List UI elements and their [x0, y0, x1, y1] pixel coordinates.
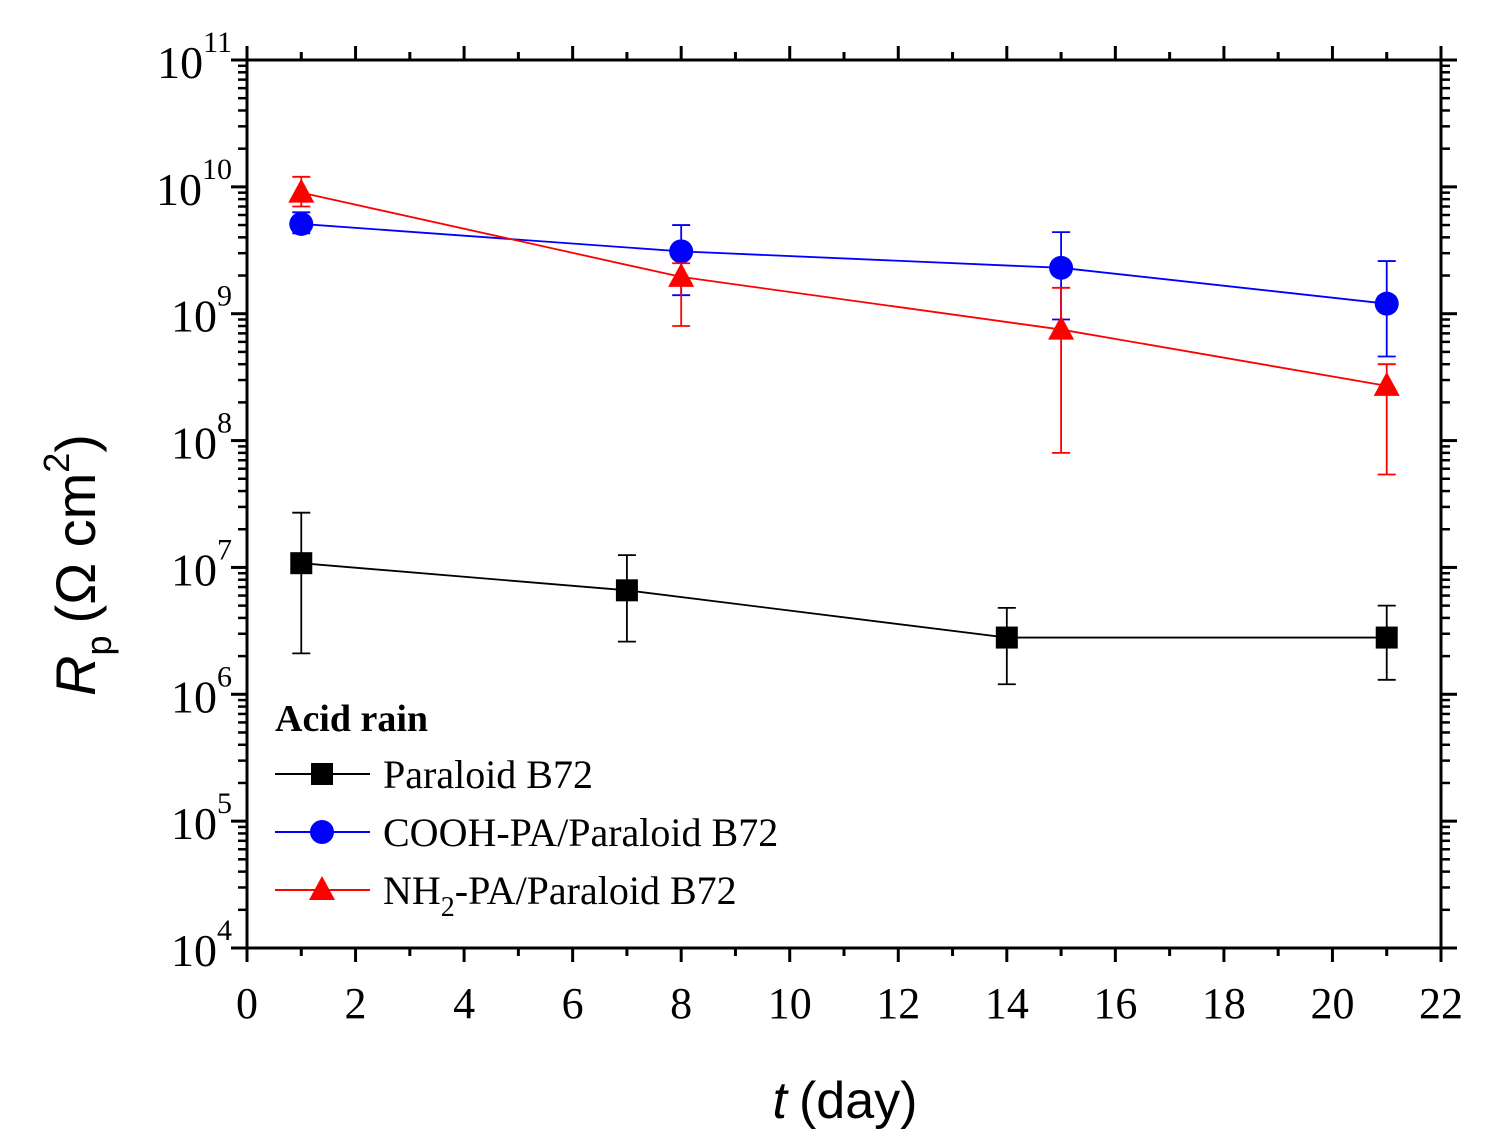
data-point — [1374, 291, 1399, 316]
data-point — [669, 239, 694, 264]
y-tick-base: 10 — [171, 291, 217, 342]
legend-entry: COOH-PA/Paraloid B72 — [275, 810, 778, 855]
data-point — [289, 211, 314, 236]
x-tick-label: 2 — [345, 979, 367, 1028]
legend-entry: NH2-PA/Paraloid B72 — [275, 868, 737, 923]
y-tick-label: 107 — [171, 533, 232, 595]
y-tick-base: 10 — [156, 164, 202, 215]
y-tick-exp: 8 — [217, 407, 232, 440]
series-1 — [290, 511, 1398, 686]
legend: Acid rain Paraloid B72 COOH-PA/Paraloid B… — [275, 698, 778, 923]
x-tick-label: 22 — [1419, 979, 1463, 1028]
y-tick-label: 1010 — [156, 153, 232, 215]
y-tick-base: 10 — [171, 925, 217, 976]
x-tick-label: 20 — [1310, 979, 1354, 1028]
y-tick-exp: 9 — [217, 280, 232, 313]
data-point — [995, 626, 1018, 649]
legend-label: COOH-PA/Paraloid B72 — [383, 810, 778, 855]
x-tick-label: 16 — [1093, 979, 1137, 1028]
x-axis-label: t (day) — [773, 1072, 918, 1130]
plot-frame — [245, 58, 1443, 950]
x-tick-label: 4 — [453, 979, 475, 1028]
legend-entries: Paraloid B72 COOH-PA/Paraloid B72 NH2-PA/P… — [275, 752, 778, 923]
series-line — [301, 191, 1387, 387]
y-axis-unit: (Ω cm — [44, 473, 107, 624]
data-point — [1375, 626, 1398, 649]
y-axis-var: R — [44, 655, 107, 695]
series-line — [301, 562, 1387, 639]
y-tick-label: 104 — [171, 914, 232, 976]
data-point — [1048, 315, 1075, 340]
legend-label-part: NH — [383, 868, 441, 913]
x-tick-label: 0 — [236, 979, 258, 1028]
series-2 — [289, 211, 1399, 358]
y-tick-base: 10 — [157, 37, 203, 88]
legend-label-sub: 2 — [441, 892, 455, 923]
legend-title: Acid rain — [275, 698, 428, 740]
y-tick-base: 10 — [171, 544, 217, 595]
x-tick-label: 18 — [1202, 979, 1246, 1028]
y-tick-exp: 5 — [217, 787, 232, 820]
x-tick-label: 6 — [562, 979, 584, 1028]
axis-text-layer: 0 2 4 6 8 10 12 14 16 18 20 22104105106107108109101… — [156, 26, 1463, 1028]
legend-label: NH2-PA/Paraloid B72 — [383, 868, 737, 923]
x-tick-label: 12 — [876, 979, 920, 1028]
legend-label-part: -PA/Paraloid B72 — [455, 868, 737, 913]
legend-marker — [309, 876, 335, 900]
legend-entry: Paraloid B72 — [275, 752, 593, 797]
x-axis-var: t — [773, 1072, 790, 1130]
legend-marker — [310, 820, 334, 844]
y-tick-exp: 4 — [217, 914, 232, 947]
y-tick-exp: 7 — [217, 533, 232, 566]
x-tick-label: 10 — [768, 979, 812, 1028]
y-tick-exp: 11 — [203, 26, 232, 59]
y-tick-base: 10 — [171, 671, 217, 722]
y-tick-base: 10 — [171, 798, 217, 849]
y-axis-label: Rp (Ω cm2) — [36, 434, 119, 696]
series-line — [301, 223, 1387, 305]
legend-label: Paraloid B72 — [383, 752, 593, 797]
x-tick-label: 8 — [670, 979, 692, 1028]
y-tick-label: 109 — [171, 280, 232, 342]
y-axis-sub: p — [78, 635, 119, 655]
y-tick-base: 10 — [171, 418, 217, 469]
data-point — [668, 262, 695, 287]
series-3 — [288, 175, 1400, 476]
y-tick-exp: 6 — [217, 660, 232, 693]
y-tick-exp: 10 — [202, 153, 232, 186]
x-axis-unit: (day) — [799, 1072, 917, 1130]
y-axis-sup: 2 — [36, 453, 77, 473]
data-point — [1049, 255, 1074, 280]
y-axis-unit-close: ) — [44, 434, 107, 453]
data-point — [1373, 371, 1400, 396]
x-tick-label: 14 — [985, 979, 1029, 1028]
series-layer — [288, 175, 1400, 686]
y-tick-label: 108 — [171, 407, 232, 469]
data-point — [290, 552, 313, 575]
data-point — [288, 178, 315, 203]
data-point — [615, 579, 638, 602]
y-tick-label: 1011 — [157, 26, 232, 88]
y-tick-label: 106 — [171, 660, 232, 722]
legend-marker — [311, 763, 333, 785]
y-tick-label: 105 — [171, 787, 232, 849]
